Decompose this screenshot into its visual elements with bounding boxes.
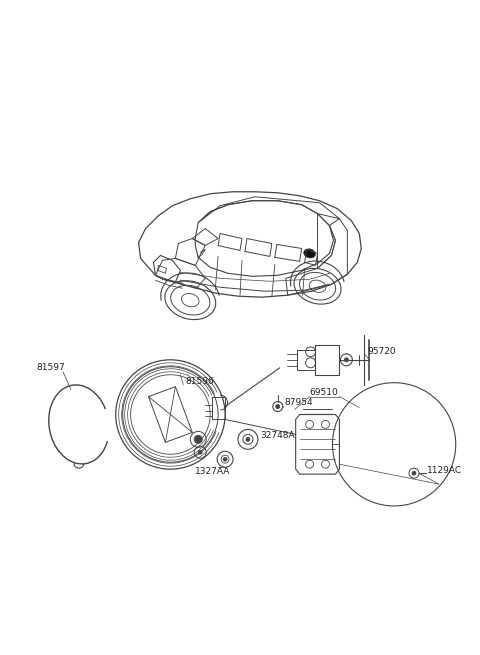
Circle shape [194, 436, 202, 443]
Text: 69510: 69510 [310, 388, 338, 397]
Ellipse shape [304, 249, 315, 258]
Circle shape [198, 450, 202, 455]
Circle shape [276, 405, 280, 409]
Text: 87954: 87954 [285, 398, 313, 407]
Circle shape [344, 358, 348, 362]
Circle shape [223, 457, 227, 461]
Text: 32748A: 32748A [260, 431, 295, 440]
Text: 1327AA: 1327AA [195, 466, 230, 476]
Circle shape [412, 471, 416, 475]
Text: 81596: 81596 [185, 377, 214, 386]
Text: 1129AC: 1129AC [427, 466, 462, 475]
Text: 81597: 81597 [36, 364, 65, 372]
Circle shape [246, 438, 250, 441]
Text: 95720: 95720 [367, 347, 396, 356]
